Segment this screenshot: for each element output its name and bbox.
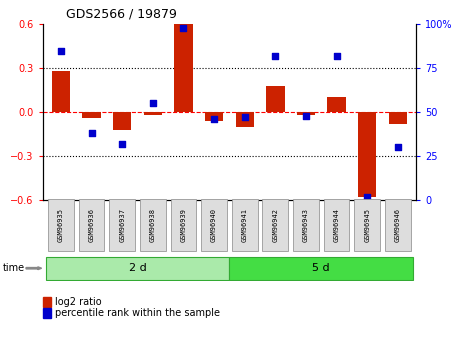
Point [118,141,126,147]
Bar [236,112,254,127]
Bar [174,24,193,112]
Text: GSM96935: GSM96935 [58,208,64,242]
Text: GSM96936: GSM96936 [88,208,95,242]
Bar [389,112,407,124]
Text: GSM96945: GSM96945 [364,208,370,242]
Bar [327,97,346,112]
FancyBboxPatch shape [140,199,166,251]
Point [394,145,402,150]
Bar [205,112,223,121]
FancyBboxPatch shape [385,199,411,251]
Point [57,48,65,53]
Point [302,113,310,118]
Bar [82,112,101,118]
Text: GSM96937: GSM96937 [119,208,125,242]
FancyBboxPatch shape [263,199,288,251]
FancyBboxPatch shape [45,257,229,280]
Point [363,194,371,199]
Text: GSM96944: GSM96944 [333,208,340,242]
Text: GSM96943: GSM96943 [303,208,309,242]
Text: GDS2566 / 19879: GDS2566 / 19879 [66,8,177,21]
Bar [358,112,377,197]
FancyBboxPatch shape [229,257,413,280]
Text: GSM96946: GSM96946 [395,208,401,242]
FancyBboxPatch shape [232,199,258,251]
FancyBboxPatch shape [201,199,227,251]
Point [88,130,96,136]
Bar [266,86,285,112]
Text: log2 ratio: log2 ratio [55,297,102,307]
FancyBboxPatch shape [171,199,196,251]
Point [210,116,218,122]
Point [241,115,248,120]
FancyBboxPatch shape [48,199,74,251]
Point [272,53,279,59]
Point [180,25,187,30]
Text: 2 d: 2 d [129,263,147,273]
Text: 5 d: 5 d [313,263,330,273]
FancyBboxPatch shape [79,199,105,251]
Bar [144,112,162,115]
Bar [297,112,315,115]
Point [149,101,157,106]
Text: GSM96940: GSM96940 [211,208,217,242]
FancyBboxPatch shape [293,199,319,251]
Bar [52,71,70,112]
FancyBboxPatch shape [109,199,135,251]
Text: GSM96939: GSM96939 [181,208,186,242]
Text: GSM96942: GSM96942 [272,208,278,242]
Text: GSM96938: GSM96938 [150,208,156,242]
FancyBboxPatch shape [354,199,380,251]
Bar [113,112,131,130]
Point [333,53,341,59]
Text: percentile rank within the sample: percentile rank within the sample [55,308,220,318]
Text: GSM96941: GSM96941 [242,208,248,242]
FancyBboxPatch shape [324,199,350,251]
Text: time: time [2,263,25,273]
